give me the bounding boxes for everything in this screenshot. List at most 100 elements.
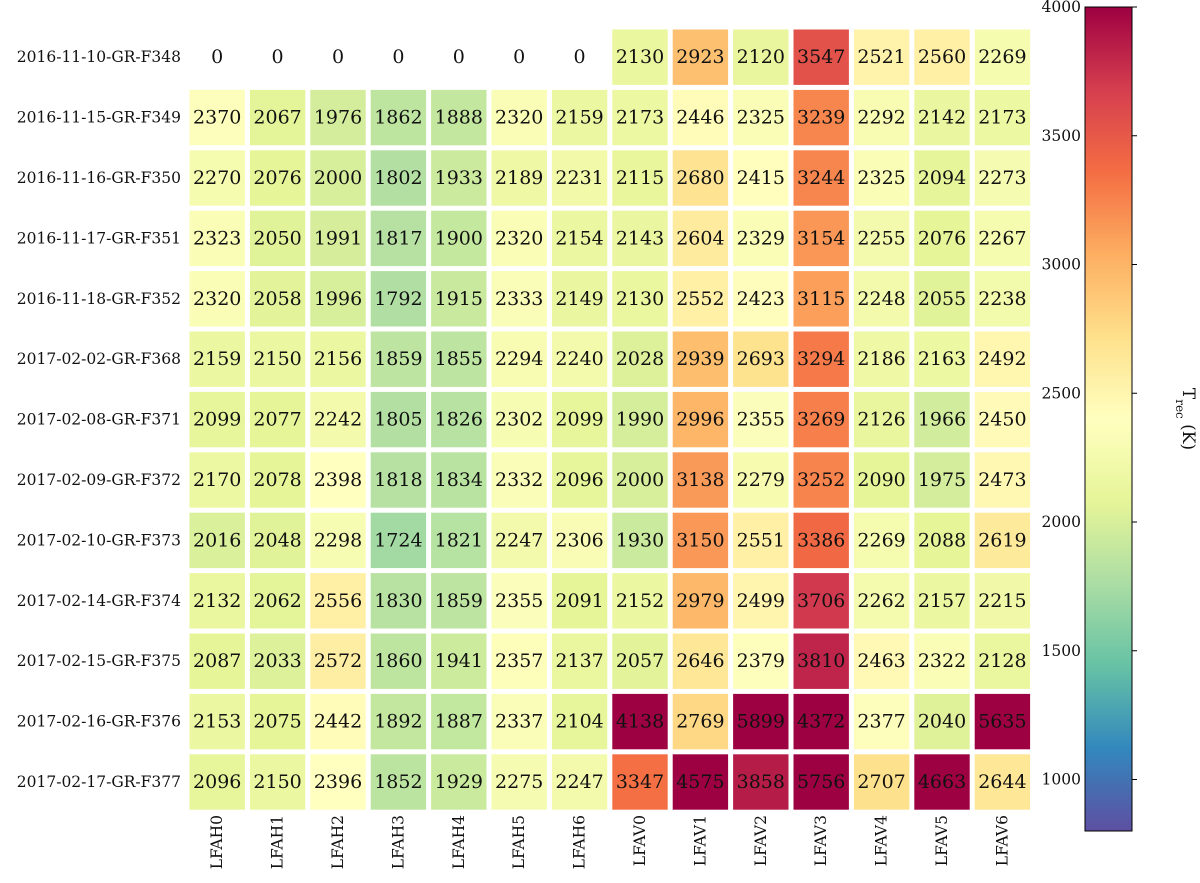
cell-value-label: 2552 [676,288,724,310]
cell-value-label: 2016 [193,529,241,551]
cell-value-label: 2939 [676,348,724,370]
cell-value-label: 2423 [737,288,785,310]
row-label: 2017-02-16-GR-F376 [17,713,181,731]
heatmap-cell [974,271,1031,327]
heatmap-cell [672,452,729,508]
cell-value-label: 4575 [676,771,724,793]
row-labels: 2016-11-10-GR-F348 2016-11-15-GR-F349 2016… [17,48,181,791]
cell-value-label: 2033 [253,650,301,672]
cell-value-label: 2370 [193,107,241,129]
cell-value-label: 2996 [676,409,724,431]
colorbar-label: Trec (K) [1173,388,1198,450]
heatmap-cell [249,633,306,689]
heatmap-cell [733,512,789,569]
cell-value-label: 2322 [918,650,966,672]
heatmap-cell [914,754,970,810]
heatmap-cell [189,391,245,448]
cell-value-label: 1817 [374,227,422,249]
cell-value-label: 2091 [555,590,603,612]
heatmap-cell [853,452,910,508]
cell-value-label: 2320 [193,288,241,310]
heatmap-cell [914,633,970,689]
heatmap-cell [431,633,487,689]
cell-value-label: 1933 [435,167,483,189]
heatmap-cells [189,29,1031,810]
heatmap-cell [491,150,547,206]
heatmap-cell [249,331,306,387]
heatmap-cell [370,452,427,508]
heatmap-cell [431,150,487,206]
row-label: 2016-11-17-GR-F351 [17,229,181,247]
heatmap-cell [853,754,910,810]
cell-value-label: 2028 [616,348,664,370]
cell-value-label: 2298 [314,529,362,551]
heatmap-cell [793,633,849,689]
cell-value-label: 1805 [374,409,422,431]
heatmap-cell [370,271,427,327]
cell-value-label: 1826 [435,409,483,431]
heatmap-cell [853,331,910,387]
colorbar-tick-label: 2500 [1042,384,1081,402]
cell-value-label: 2248 [857,288,905,310]
cell-value-label: 1802 [374,167,422,189]
heatmap-cell [249,210,306,267]
cell-value-label: 2077 [253,409,301,431]
heatmap-cell [672,391,729,448]
colorbar-gradient [1084,6,1133,832]
heatmap-cell [431,573,487,629]
heatmap-cell [793,89,849,146]
heatmap-cell [249,693,306,750]
heatmap-cell [914,210,970,267]
heatmap-cell [551,150,608,206]
heatmap-cell [491,29,547,85]
heatmap-cell [370,210,427,267]
heatmap-cell [733,89,789,146]
cell-value-label: 1996 [314,288,362,310]
heatmap-cell [733,452,789,508]
heatmap-cell [974,89,1031,146]
cell-value-label: 2163 [918,348,966,370]
row-label: 2017-02-10-GR-F373 [17,531,181,549]
cell-value-label: 2267 [978,227,1026,249]
row-label: 2017-02-17-GR-F377 [17,773,181,791]
cell-value-label: 2355 [495,590,543,612]
cell-value-label: 1852 [374,771,422,793]
cell-value-label: 2159 [555,107,603,129]
cell-value-label: 2332 [495,469,543,491]
column-label: LFAH3 [389,815,407,869]
heatmap-cell [551,633,608,689]
heatmap-cell [974,29,1031,85]
heatmap-cell [189,693,245,750]
column-label: LFAH4 [450,815,468,869]
cell-value-label: 1930 [616,529,664,551]
cell-value-label: 2446 [676,107,724,129]
cell-value-label: 2154 [555,227,603,249]
cell-value-label: 2076 [253,167,301,189]
cell-value-label: 2269 [978,46,1026,68]
cell-value-label: 2057 [616,650,664,672]
cell-value-label: 2238 [978,288,1026,310]
column-label: LFAV3 [812,815,830,866]
cell-value-label: 2619 [978,529,1026,551]
cell-value-label: 1859 [435,590,483,612]
heatmap-cell [793,452,849,508]
heatmap-cell [370,693,427,750]
column-labels: LFAH0 LFAH1 LFAH2 LFAH3 LFAH4 LFAH5 LFAH6 LFAV0… [208,815,1011,869]
cell-value-label: 2087 [193,650,241,672]
heatmap-cell [189,452,245,508]
cell-value-label: 5899 [737,711,785,733]
cell-value-label: 1821 [435,529,483,551]
heatmap-cell [853,633,910,689]
heatmap-cell [974,512,1031,569]
heatmap-cell [491,331,547,387]
heatmap-cell [310,271,366,327]
heatmap-cell [370,633,427,689]
heatmap-cell [370,573,427,629]
cell-value-label: 2130 [616,46,664,68]
heatmap-cell [672,754,729,810]
heatmap-cell [612,331,668,387]
heatmap-cell [612,693,668,750]
cell-value-label: 2099 [193,409,241,431]
heatmap-cell [551,271,608,327]
cell-value-label: 2355 [737,409,785,431]
